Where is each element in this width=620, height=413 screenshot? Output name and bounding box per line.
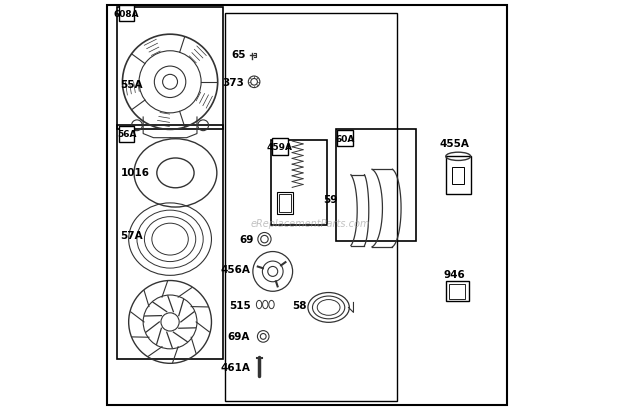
Bar — [446, 282, 469, 301]
Text: 608A: 608A — [114, 9, 140, 19]
Bar — [118, 126, 223, 359]
Bar — [277, 192, 293, 215]
Text: 55A: 55A — [120, 80, 143, 90]
Text: 59: 59 — [324, 194, 338, 204]
Bar — [271, 140, 327, 225]
Bar — [118, 8, 223, 130]
Bar — [225, 14, 397, 401]
Text: 946: 946 — [443, 270, 465, 280]
Text: 373: 373 — [222, 78, 244, 88]
Text: 65: 65 — [231, 50, 246, 60]
Text: 455A: 455A — [439, 139, 469, 149]
Text: 57A: 57A — [120, 230, 143, 240]
Text: 461A: 461A — [220, 363, 250, 373]
Bar — [452, 168, 464, 185]
Bar — [279, 194, 291, 213]
Bar — [119, 126, 135, 143]
Bar — [446, 157, 471, 194]
Text: 1016: 1016 — [120, 168, 149, 178]
Text: 69: 69 — [240, 235, 254, 244]
Text: 459A: 459A — [267, 142, 293, 152]
Text: 56A: 56A — [117, 130, 136, 139]
Bar — [272, 139, 288, 155]
Text: 69A: 69A — [228, 332, 250, 342]
Bar — [119, 6, 135, 22]
Text: eReplacementParts.com: eReplacementParts.com — [250, 218, 370, 228]
Text: 456A: 456A — [220, 264, 250, 274]
Bar — [337, 131, 353, 147]
Bar — [449, 284, 465, 299]
Text: 58: 58 — [292, 300, 307, 310]
Text: 60A: 60A — [335, 134, 355, 143]
Text: 515: 515 — [229, 300, 251, 310]
Bar — [335, 130, 417, 242]
